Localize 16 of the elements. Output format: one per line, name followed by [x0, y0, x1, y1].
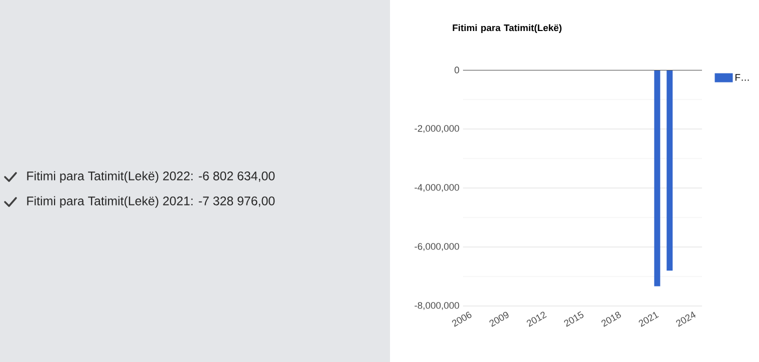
y-tick-label: -6,000,000 [414, 243, 460, 251]
legend-label: F… [736, 74, 749, 81]
text: Fitimi para Tatimit(Lekë) 2022: -6 802 634,00 [27, 171, 275, 183]
x-tick-label: 2018 [601, 312, 621, 327]
x-tick-label: 2024 [676, 311, 696, 327]
x-tick-label: 2006 [452, 312, 472, 327]
x-tick-label: 2021 [638, 312, 659, 327]
x-tick-label: 2009 [489, 312, 509, 327]
y-tick-label: -4,000,000 [414, 184, 460, 192]
y-tick-label: 0 [454, 66, 460, 74]
x-tick-label: 2012 [526, 312, 547, 327]
y-tick-label: -2,000,000 [414, 125, 460, 133]
y-tick-label: -8,000,000 [414, 302, 460, 310]
x-tick-label: 2015 [564, 311, 584, 327]
text: Fitimi para Tatimit(Lekë) 2021: -7 328 976,00 [27, 196, 275, 208]
chart-title: Fitimi para Tatimit(Lekë) [452, 24, 562, 34]
